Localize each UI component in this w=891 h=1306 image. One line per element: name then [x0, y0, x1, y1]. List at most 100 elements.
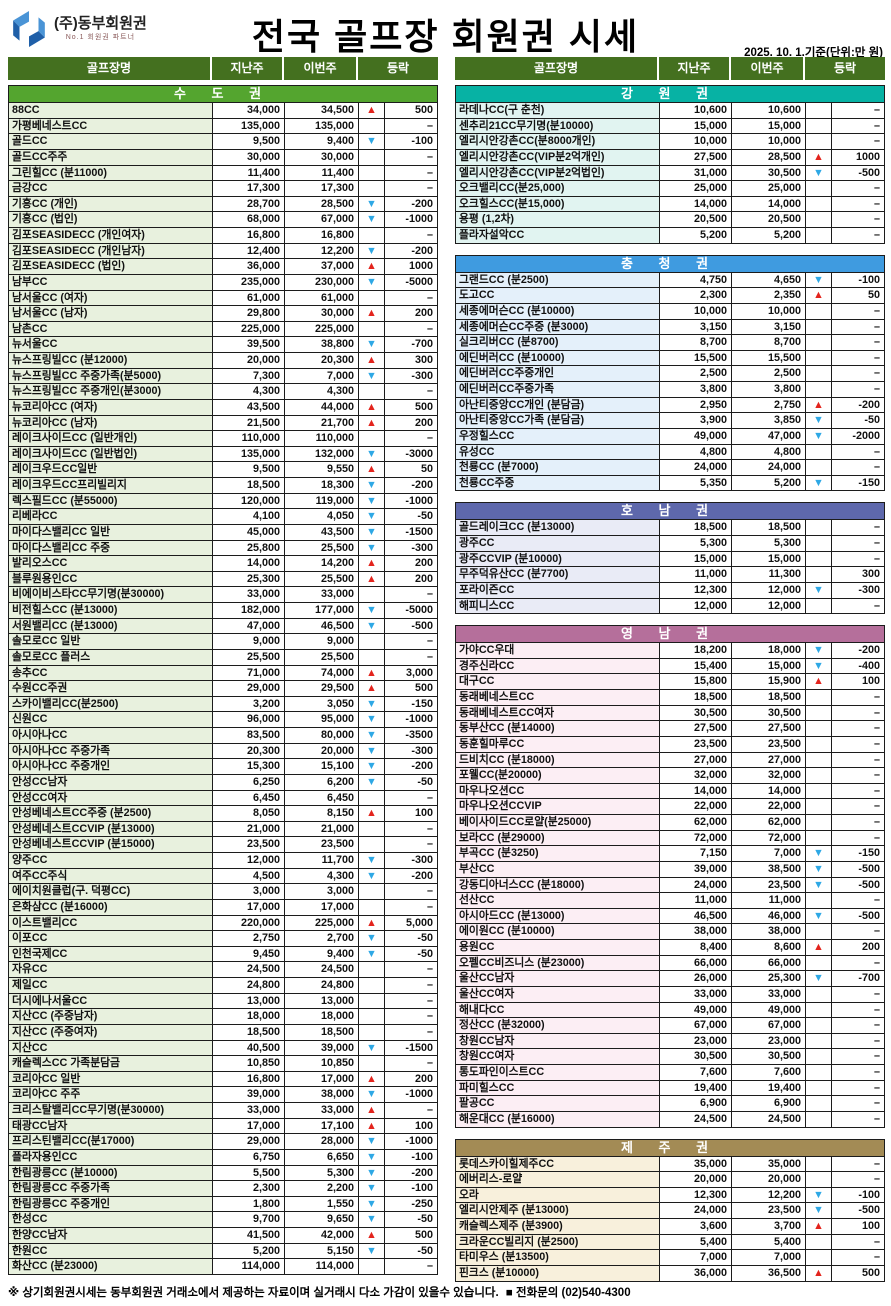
table-row: 더시에나서울CC 13,000 13,000– [9, 993, 438, 1010]
this-week-price: 24,500 [732, 1111, 806, 1128]
this-week-price: 5,400 [732, 1234, 806, 1251]
this-week-price: 8,150 [285, 806, 359, 822]
course-name: 아시아나CC 주중개인 [9, 759, 213, 775]
region-table-honam: 호 남 권 골드레이크CC (분13000) 18,500 18,500– 광주CC 5,… [455, 502, 885, 615]
table-row: 코리아CC 일반 16,800 17,000 ▲ 200 [9, 1071, 438, 1088]
course-name: 도고CC [456, 288, 660, 304]
region-band-jeju: 제 주 권 [456, 1139, 885, 1157]
table-row: 안성베네스트CC주중 (분2500) 8,050 8,150 ▲ 100 [9, 806, 438, 822]
course-name: 라데나CC(구 춘천) [456, 103, 660, 119]
change-value: – [832, 460, 885, 476]
no-change-arrow [806, 1096, 832, 1112]
this-week-price: 8,700 [732, 335, 806, 351]
no-change-arrow [806, 768, 832, 784]
down-arrow-icon: ▼ [806, 861, 832, 878]
down-arrow-icon: ▼ [359, 1087, 385, 1103]
change-value: – [832, 783, 885, 800]
change-value: – [385, 321, 438, 338]
change-value: -200 [385, 243, 438, 260]
no-change-arrow [359, 118, 385, 135]
table-row: 동래베네스트CC 18,500 18,500– [456, 690, 885, 706]
last-week-price: 17,000 [213, 1118, 285, 1135]
this-week-price: 7,000 [732, 846, 806, 862]
course-name: 엘리시안강촌CC(VIP분2억법인) [456, 165, 660, 182]
change-value: – [832, 799, 885, 815]
table-row: 플라자설악CC 5,200 5,200– [456, 228, 885, 244]
last-week-price: 20,000 [660, 1172, 732, 1188]
this-week-price: 80,000 [285, 728, 359, 744]
table-row: 울산CC남자 26,000 25,300 ▼ -700 [456, 971, 885, 987]
change-value: – [832, 1096, 885, 1112]
no-change-arrow [806, 598, 832, 615]
last-week-price: 3,150 [660, 319, 732, 336]
this-week-price: 21,000 [285, 821, 359, 838]
this-week-price: 62,000 [732, 815, 806, 831]
table-row: 마우나오션CC 14,000 14,000– [456, 783, 885, 800]
this-week-price: 15,900 [732, 674, 806, 690]
no-change-arrow [806, 1018, 832, 1034]
this-week-price: 10,600 [732, 103, 806, 119]
change-value: – [832, 228, 885, 244]
table-row: 레이크우드CC프리빌리지 18,500 18,300 ▼ -200 [9, 478, 438, 494]
this-week-price: 30,500 [732, 705, 806, 722]
no-change-arrow [806, 690, 832, 706]
last-week-price: 9,700 [213, 1212, 285, 1228]
this-week-price: 4,050 [285, 509, 359, 525]
col-header-course-name: 골프장명 [8, 57, 212, 80]
this-week-price: 20,000 [285, 743, 359, 760]
change-value: – [832, 536, 885, 552]
course-name: 코리아CC 주주 [9, 1087, 213, 1103]
down-arrow-icon: ▼ [359, 603, 385, 619]
table-row: 오크힐스CC(분15,000) 14,000 14,000– [456, 196, 885, 213]
region-table-sudogwon: 수 도 권 88CC 34,000 34,500 ▲ 500 가평베네스트CC 135,000… [8, 85, 438, 1275]
this-week-price: 3,700 [732, 1219, 806, 1235]
last-week-price: 10,000 [660, 303, 732, 320]
down-arrow-icon: ▼ [359, 1165, 385, 1182]
this-week-price: 38,000 [285, 1087, 359, 1103]
no-change-arrow [806, 1080, 832, 1097]
table-row: 에딘버러CC주중개인 2,500 2,500– [456, 366, 885, 382]
no-change-arrow [359, 993, 385, 1010]
last-week-price: 5,200 [213, 1243, 285, 1260]
last-week-price: 5,350 [660, 475, 732, 492]
table-row: 유성CC 4,800 4,800– [456, 444, 885, 461]
course-name: 무주덕유산CC (분7700) [456, 567, 660, 583]
table-row: 엘리시안강촌CC(분8000개인) 10,000 10,000– [456, 134, 885, 150]
course-name: 뉴스프링빌CC 주중가족(분5000) [9, 368, 213, 385]
last-week-price: 24,000 [660, 877, 732, 894]
this-week-price: 32,000 [732, 768, 806, 784]
table-row: 서원밸리CC (분13000) 47,000 46,500 ▼ -500 [9, 618, 438, 635]
down-arrow-icon: ▼ [359, 540, 385, 557]
table-row: 솔모로CC 일반 9,000 9,000– [9, 634, 438, 650]
change-value: – [832, 366, 885, 382]
region-table-yeongnam: 영 남 권 가야CC우대 18,200 18,000 ▼ -200 경주신라CC 15,400… [455, 625, 885, 1128]
course-name: 캐슬렉스제주 (분3900) [456, 1219, 660, 1235]
table-row: 해피니스CC 12,000 12,000– [456, 598, 885, 615]
change-value: -700 [832, 971, 885, 987]
change-value: -500 [832, 861, 885, 878]
course-name: 한성CC [9, 1212, 213, 1228]
change-value: – [832, 103, 885, 119]
down-arrow-icon: ▼ [359, 931, 385, 947]
course-name: 레이크우드CC프리빌리지 [9, 478, 213, 494]
change-value: 200 [385, 415, 438, 432]
change-value: – [832, 736, 885, 753]
change-value: -1000 [385, 493, 438, 510]
last-week-price: 14,000 [660, 196, 732, 213]
this-week-price: 12,200 [285, 243, 359, 260]
table-row: 포라이즌CC 12,300 12,000 ▼ -300 [456, 582, 885, 599]
course-name: 가평베네스트CC [9, 118, 213, 135]
course-name: 해내다CC [456, 1002, 660, 1019]
table-row: 한양CC남자 41,500 42,000 ▲ 500 [9, 1228, 438, 1244]
no-change-arrow [359, 149, 385, 166]
table-row: 통도파인이스트CC 7,600 7,600– [456, 1065, 885, 1081]
no-change-arrow [359, 634, 385, 650]
change-value: – [385, 587, 438, 603]
this-week-price: 230,000 [285, 274, 359, 291]
last-week-price: 18,500 [660, 690, 732, 706]
course-name: 크리스탈밸리CC무기명(분30000) [9, 1103, 213, 1119]
down-arrow-icon: ▼ [359, 774, 385, 791]
course-name: 베이사이드CC로얄(분25000) [456, 815, 660, 831]
course-name: 한림광릉CC 주중가족 [9, 1181, 213, 1197]
up-arrow-icon: ▲ [359, 556, 385, 572]
